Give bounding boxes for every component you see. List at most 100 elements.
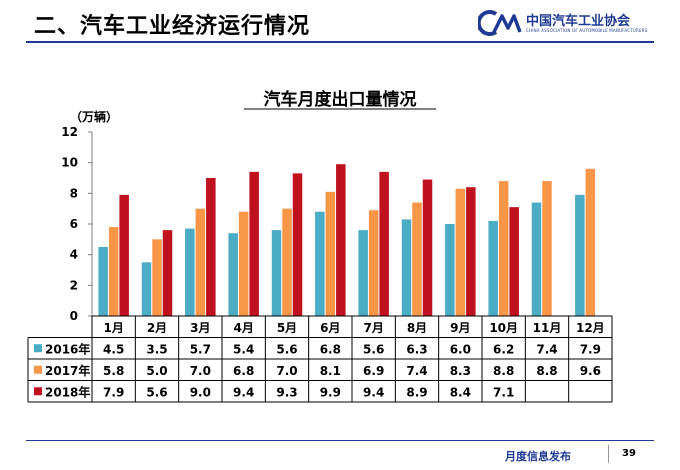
y-tick-label: 0	[70, 309, 78, 323]
bar	[162, 230, 173, 316]
bar	[271, 230, 282, 316]
data-label: 9.0	[190, 385, 211, 399]
data-label: 9.9	[320, 385, 341, 399]
data-label: 6.8	[233, 364, 254, 378]
legend-label: 2017年	[45, 363, 90, 378]
bar	[325, 191, 336, 316]
data-label: 6.9	[363, 364, 384, 378]
data-label: 4.5	[103, 342, 124, 356]
caam-logo-icon	[476, 10, 522, 36]
plot-area: 0 2 4 6 8 10 12	[61, 125, 612, 323]
x-tick-label: 2月	[147, 321, 167, 335]
y-axis-unit: （万辆）	[70, 109, 118, 124]
page-title: 二、汽车工业经济运行情况	[34, 14, 311, 39]
data-label: 5.8	[103, 364, 124, 378]
data-label: 7.9	[103, 385, 124, 399]
data-label: 6.2	[493, 342, 514, 356]
data-label: 5.7	[190, 342, 211, 356]
bar	[206, 178, 216, 316]
header-divider	[26, 41, 654, 43]
bar	[575, 194, 585, 316]
x-tick-label: 4月	[233, 321, 253, 335]
x-tick-label: 7月	[363, 321, 383, 335]
bar	[315, 211, 325, 316]
brand-logo: 中国汽车工业协会 CHINA ASSOCIATION OF AUTOMOBILE…	[476, 8, 668, 40]
data-label: 5.6	[276, 342, 297, 356]
data-label: 7.0	[190, 364, 211, 378]
bar	[228, 233, 238, 316]
legend-swatch	[34, 365, 42, 374]
bar	[466, 187, 476, 316]
bar	[292, 173, 303, 316]
x-tick-label: 5月	[277, 321, 297, 335]
y-tick-label: 8	[70, 186, 78, 200]
data-label: 6.8	[320, 342, 341, 356]
chart-title: 汽车月度出口量情况	[264, 89, 417, 110]
data-label: 9.4	[233, 385, 254, 399]
logo-text-cn: 中国汽车工业协会	[526, 14, 631, 29]
data-label: 5.6	[146, 385, 167, 399]
bar	[141, 262, 152, 316]
data-label: 3.5	[146, 342, 167, 356]
data-label: 8.9	[406, 385, 427, 399]
data-label: 7.0	[276, 364, 297, 378]
y-tick-label: 12	[61, 125, 78, 139]
legend-label: 2018年	[45, 384, 90, 399]
data-label: 7.9	[580, 342, 601, 356]
bar	[455, 188, 466, 316]
bar	[368, 210, 379, 316]
bar	[282, 208, 292, 316]
legend-swatch	[34, 387, 42, 396]
bar	[531, 202, 542, 316]
bar	[185, 228, 195, 316]
bar	[488, 220, 498, 316]
x-tick-label: 6月	[320, 321, 340, 335]
bar	[585, 168, 596, 316]
x-tick-label: 11月	[533, 321, 562, 335]
x-tick-label: 3月	[190, 321, 210, 335]
bar	[249, 171, 259, 316]
x-tick-label: 9月	[450, 321, 470, 335]
y-tick-label: 4	[70, 248, 78, 262]
page-number: 39	[622, 448, 636, 459]
bar	[108, 227, 119, 316]
data-label: 6.3	[406, 342, 427, 356]
bar	[401, 219, 412, 316]
bar	[98, 247, 108, 316]
y-tick-label: 6	[70, 217, 78, 231]
bar	[119, 194, 129, 316]
y-tick-label: 2	[70, 278, 78, 292]
data-label: 9.4	[363, 385, 384, 399]
x-tick-label: 8月	[407, 321, 427, 335]
data-label: 7.4	[406, 364, 427, 378]
data-label: 9.3	[276, 385, 297, 399]
data-label: 8.3	[450, 364, 471, 378]
data-label: 8.1	[320, 364, 341, 378]
footer-separator	[608, 445, 609, 463]
footer-label: 月度信息发布	[505, 450, 571, 463]
data-label: 7.1	[493, 385, 514, 399]
data-label: 5.4	[233, 342, 254, 356]
data-table: 1月 2月 3月 4月 5月 6月 7月 8月 9月 10月 11月 12月 2016年 4.5 3.5 5.…	[27, 315, 613, 403]
logo-text-en: CHINA ASSOCIATION OF AUTOMOBILE MANUFACT…	[526, 28, 648, 33]
bar	[509, 207, 519, 316]
bar	[412, 202, 422, 316]
x-tick-label: 10月	[489, 321, 518, 335]
legend-swatch	[34, 344, 42, 353]
bar	[152, 239, 162, 316]
data-label: 9.6	[580, 364, 601, 378]
bar	[195, 208, 206, 316]
bar	[358, 230, 368, 316]
data-label: 5.0	[146, 364, 167, 378]
bar	[379, 171, 389, 316]
bar	[422, 179, 433, 316]
y-tick-label: 10	[61, 156, 78, 170]
footer-divider	[26, 440, 654, 441]
data-label: 5.6	[363, 342, 384, 356]
data-label: 8.4	[450, 385, 471, 399]
bar	[238, 211, 249, 316]
data-label: 6.0	[450, 342, 471, 356]
bar	[498, 181, 509, 316]
x-tick-label: 12月	[576, 321, 605, 335]
